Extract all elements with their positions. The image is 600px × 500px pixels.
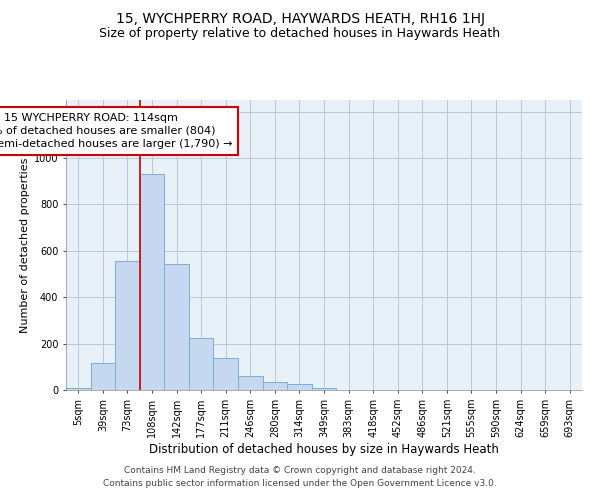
Text: 15, WYCHPERRY ROAD, HAYWARDS HEATH, RH16 1HJ: 15, WYCHPERRY ROAD, HAYWARDS HEATH, RH16…	[115, 12, 485, 26]
Bar	[66, 388, 91, 390]
Text: Size of property relative to detached houses in Haywards Heath: Size of property relative to detached ho…	[100, 28, 500, 40]
Bar	[189, 338, 214, 390]
Y-axis label: Number of detached properties: Number of detached properties	[20, 158, 29, 332]
Bar	[312, 388, 336, 390]
Bar	[287, 384, 312, 390]
X-axis label: Distribution of detached houses by size in Haywards Heath: Distribution of detached houses by size …	[149, 442, 499, 456]
Bar	[238, 376, 263, 390]
Bar	[115, 261, 140, 390]
Bar	[91, 364, 115, 390]
Text: 15 WYCHPERRY ROAD: 114sqm
← 31% of detached houses are smaller (804)
68% of semi: 15 WYCHPERRY ROAD: 114sqm ← 31% of detac…	[0, 113, 232, 149]
Bar	[140, 174, 164, 390]
Text: Contains HM Land Registry data © Crown copyright and database right 2024.
Contai: Contains HM Land Registry data © Crown c…	[103, 466, 497, 487]
Bar	[164, 264, 189, 390]
Bar	[214, 358, 238, 390]
Bar	[263, 382, 287, 390]
